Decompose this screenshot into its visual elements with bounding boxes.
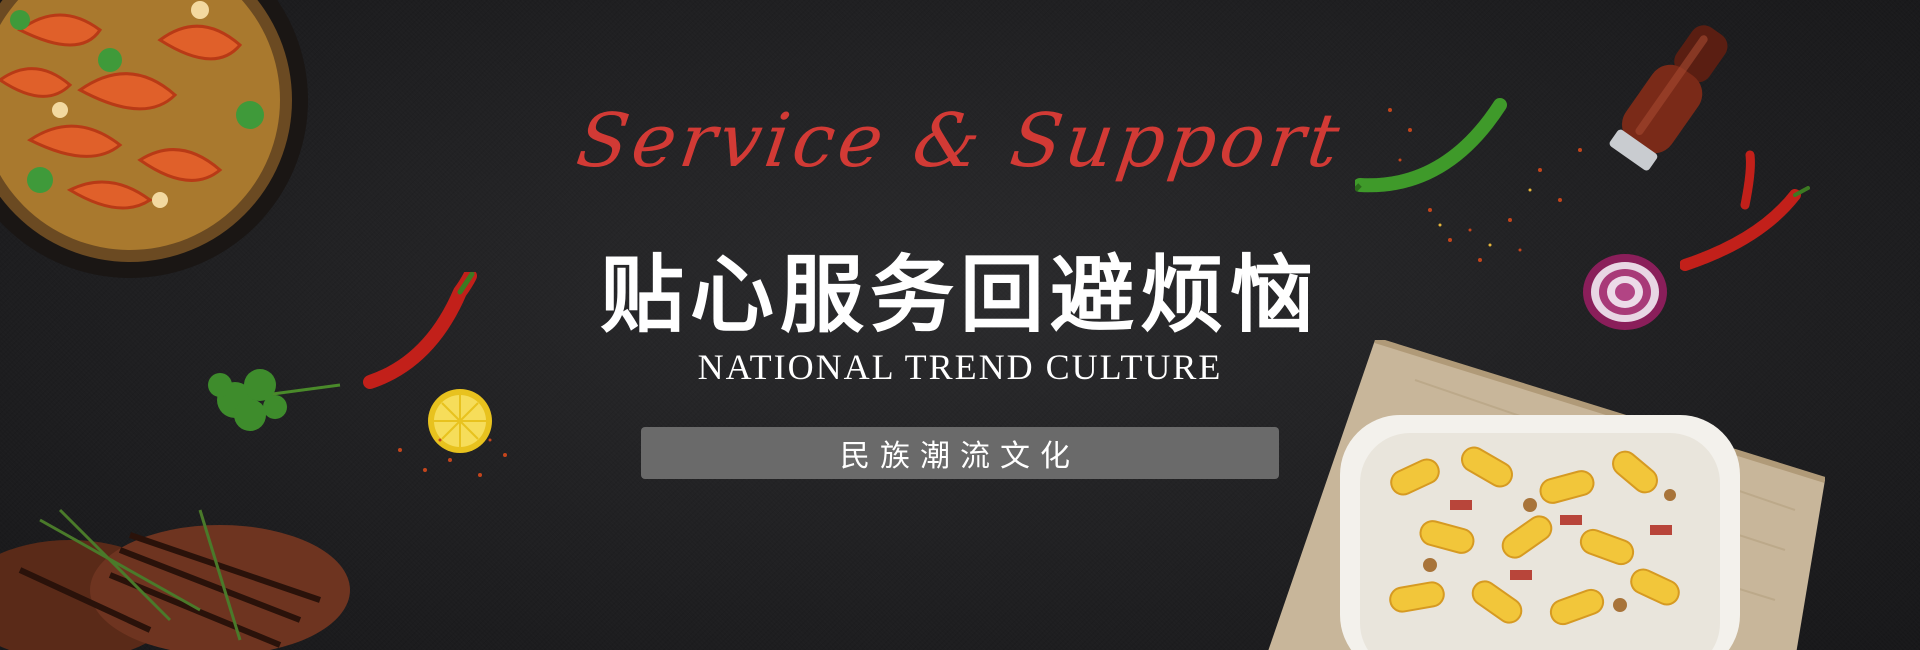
spice-scatter-icon <box>398 438 507 477</box>
shrimp-pan-icon <box>0 0 308 278</box>
english-subtitle: NATIONAL TREND CULTURE <box>697 347 1223 387</box>
lemon-slice-icon <box>428 389 492 453</box>
page-title: 贴心服务回避烦恼 <box>599 246 1320 344</box>
chili-pepper-icon <box>363 272 477 389</box>
tagline-pill-label: 民族潮流文化 <box>840 439 1080 474</box>
cilantro-icon <box>208 369 341 431</box>
tagline-pill: 民族潮流文化 <box>641 427 1279 479</box>
spice-scatter-icon <box>1388 108 1582 262</box>
red-onion-icon <box>1583 254 1667 330</box>
pasta-bowl-icon <box>1340 415 1740 650</box>
pepper-grinder-icon <box>1609 25 1728 171</box>
chili-pepper-icon <box>1680 150 1810 271</box>
script-title: Service & Support <box>571 98 1349 184</box>
green-chili-icon <box>1355 98 1507 193</box>
steak-icon <box>0 508 350 650</box>
